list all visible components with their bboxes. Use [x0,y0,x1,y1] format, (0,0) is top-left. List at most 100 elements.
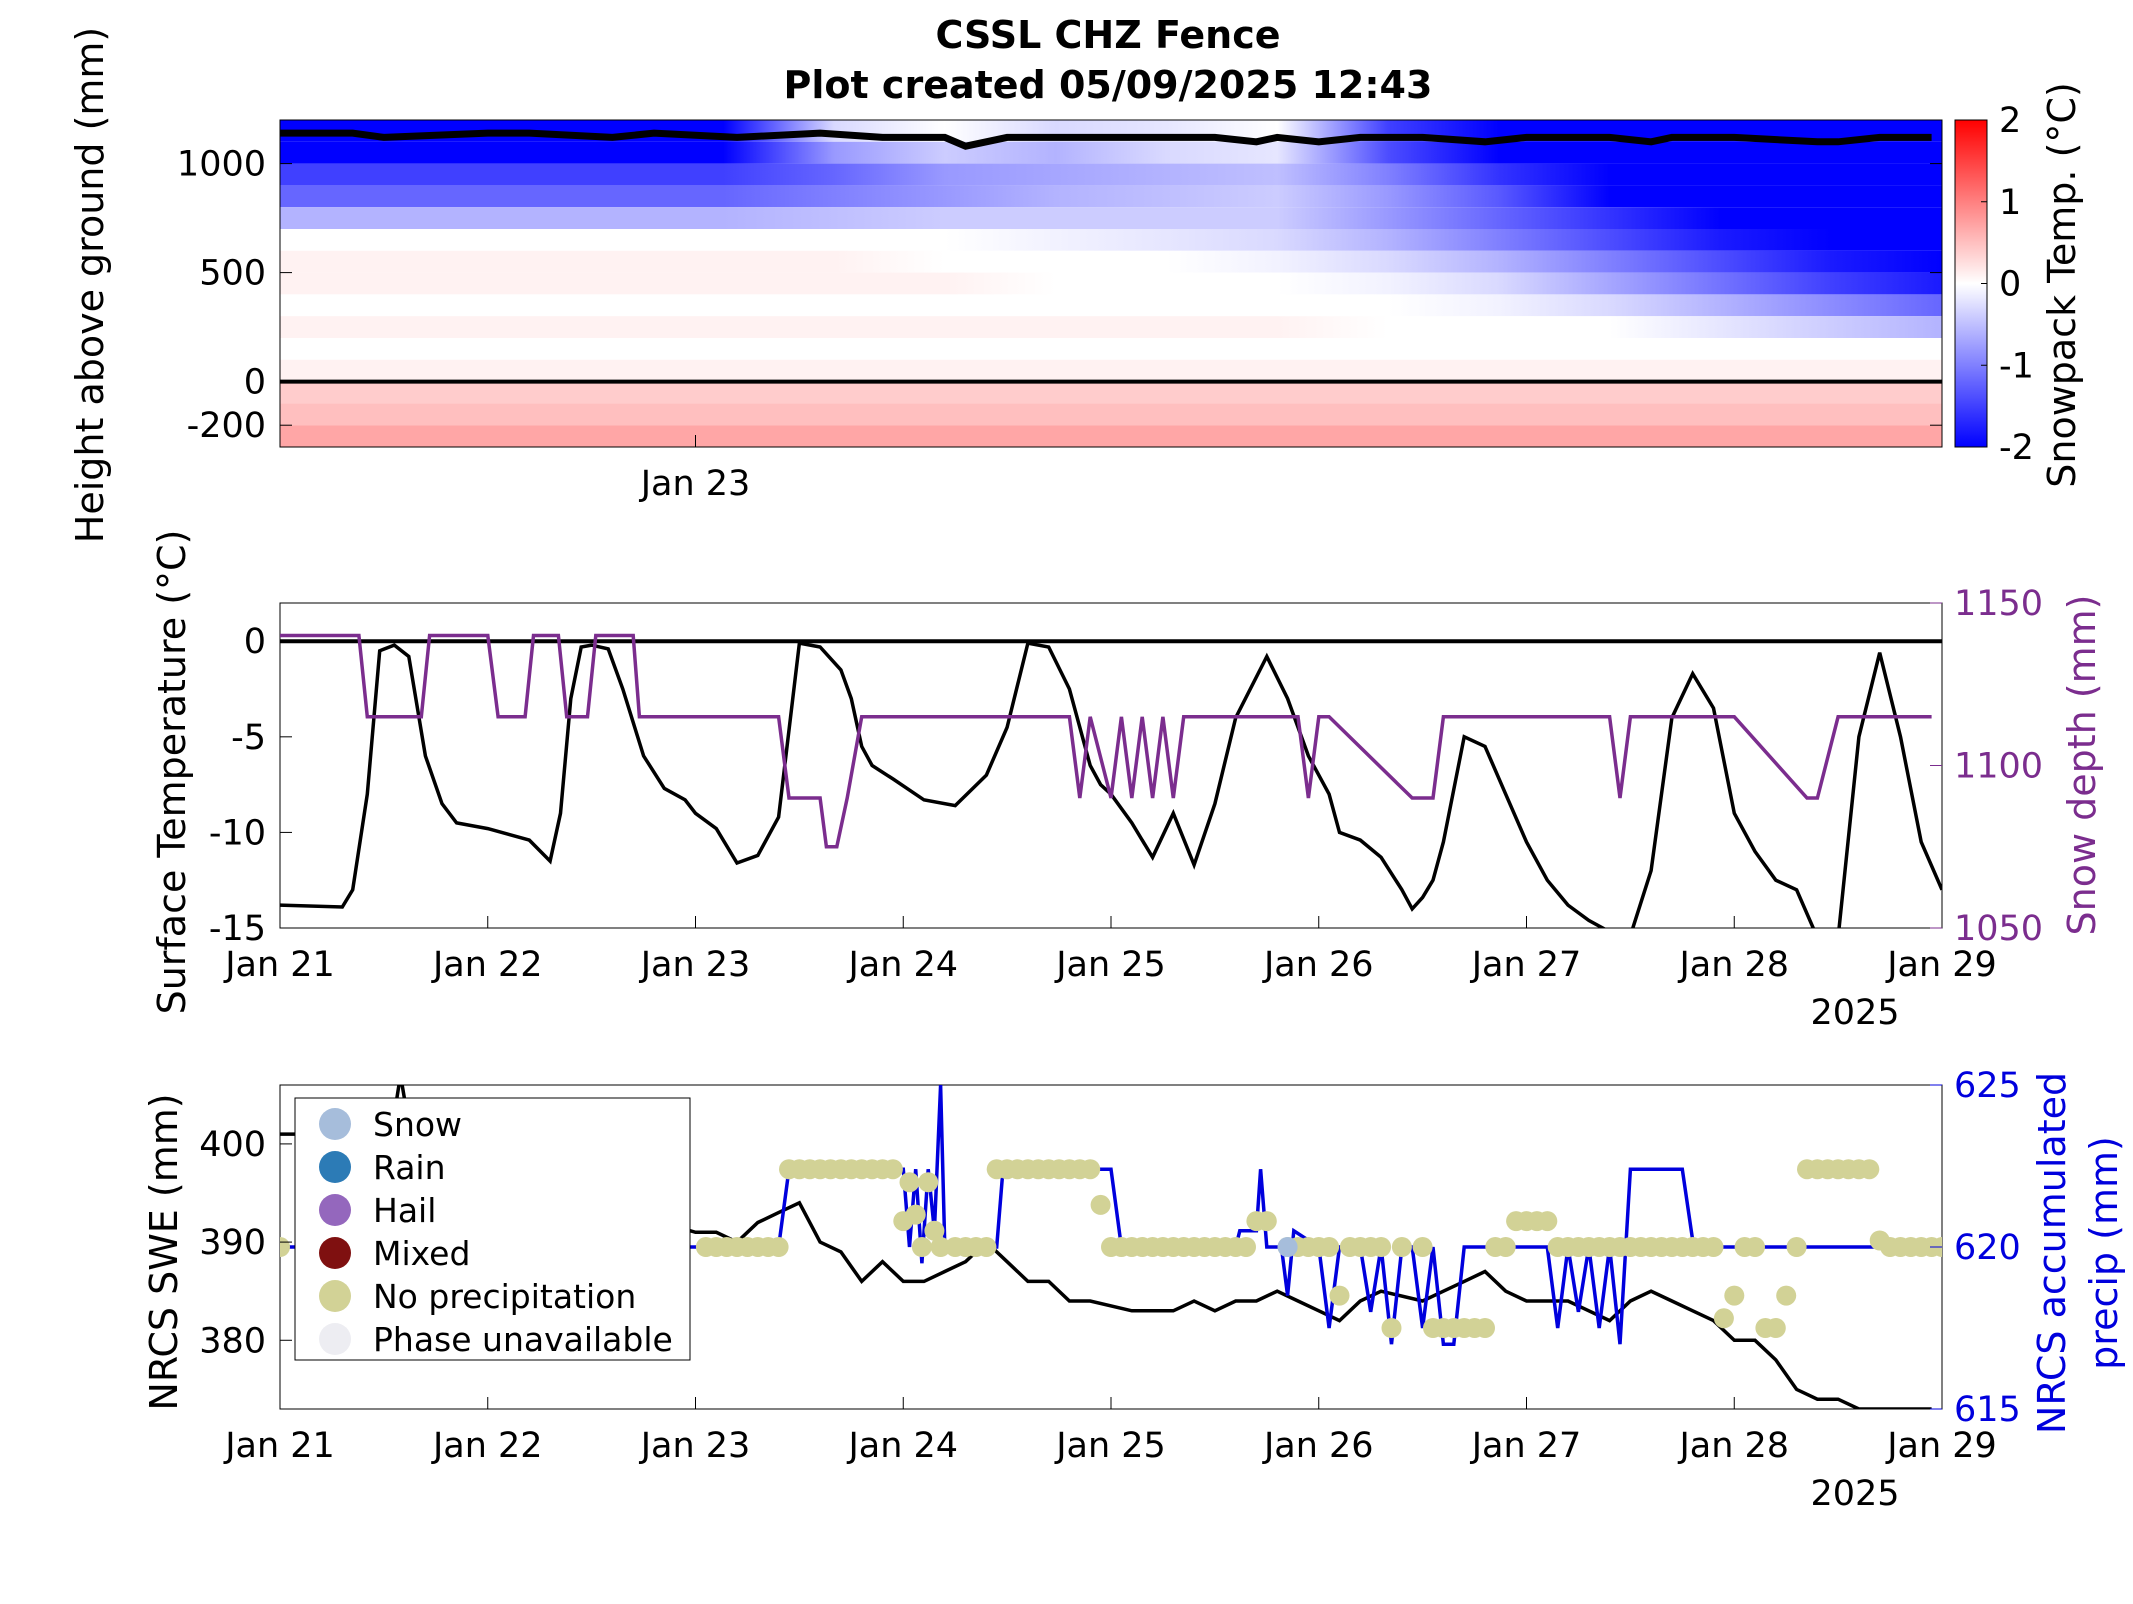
year-label-panel2: 2025 [1810,993,1899,1033]
heatmap-row [280,141,1942,164]
no-precip-dot [1765,1318,1786,1338]
panel2-y2tick-label: 1050 [1954,909,2043,949]
panel2-ytick-label: 0 [244,622,266,662]
legend-label: No precipitation [373,1277,636,1316]
no-precip-dot [905,1204,926,1225]
no-precip-dot [1371,1237,1392,1257]
heatmap-ytick-label: -200 [187,406,266,446]
heatmap-ytick-label: 0 [244,363,266,403]
no-precip-dot [918,1172,939,1193]
panel3-xtick-label: Jan 21 [223,1426,335,1466]
panel2-xtick-label: Jan 25 [1054,945,1166,985]
heatmap-row [280,403,1942,426]
heatmap-row [280,185,1942,208]
surface-temp-line [280,641,1942,928]
panel2-xtick-label: Jan 28 [1677,945,1789,985]
heatmap-row [280,316,1942,338]
panel2-xtick-label: Jan 22 [431,945,543,985]
no-precip-dot [1475,1318,1495,1338]
no-precip-dot [1412,1237,1433,1257]
year-label-panel3: 2025 [1810,1474,1899,1514]
heatmap-row [280,338,1942,360]
no-precip-dot [930,1237,951,1257]
no-precip-dot [1786,1237,1807,1257]
no-precip-dot [882,1159,903,1180]
no-precip-dot [911,1237,932,1257]
panel3-xtick-label: Jan 28 [1677,1426,1789,1466]
legend-label: Phase unavailable [373,1320,673,1359]
heatmap-frame [279,119,1943,448]
legend-label: Rain [373,1148,446,1187]
heatmap-row [280,425,1942,447]
legend-marker [319,1151,351,1183]
no-precip-dot [1080,1159,1101,1180]
legend: Snow Rain Hail Mixed No precipitation Phase u… [294,1097,691,1361]
panel2-y2tick-label: 1100 [1954,747,2043,787]
no-precip-dot [1256,1211,1277,1232]
panel3-y2tick-label: 615 [1954,1390,2021,1430]
no-precip-dot [1319,1237,1340,1257]
panel3-xtick-label: Jan 24 [846,1426,958,1466]
no-precip-dot [1859,1159,1880,1180]
panel2-y2tick-label: 1150 [1954,584,2043,624]
heatmap-row [280,381,1942,404]
no-precip-dot [1381,1318,1402,1338]
legend-marker [319,1323,351,1355]
legend-label: Snow [373,1105,462,1144]
no-precip-dot [1329,1285,1350,1306]
precip-ylabel-line2: precip (mm) [2082,1136,2126,1370]
no-precip-dot [1713,1308,1734,1329]
panel3-ytick-label: 400 [199,1125,266,1165]
panel3-xtick-label: Jan 22 [431,1426,543,1466]
heatmap-ytick-label: 500 [199,254,266,294]
surface-temp-ylabel: Surface Temperature (°C) [150,530,194,1015]
colorbar-tick-label: -2 [1999,428,2034,468]
panel2-xtick-label: Jan 24 [846,945,958,985]
heatmap-xtick-label: Jan 23 [639,464,751,504]
heatmap-row [280,359,1942,382]
legend-marker [319,1237,351,1269]
panel3-ytick-label: 380 [199,1321,266,1361]
colorbar-tick-label: 0 [1999,265,2021,305]
legend-marker [319,1280,351,1312]
heatmap-row [280,163,1942,186]
panel2-ytick-label: -10 [209,813,266,853]
panel2-xtick-label: Jan 23 [639,945,751,985]
panel2-frame [279,602,1943,929]
panel3-xtick-label: Jan 25 [1054,1426,1166,1466]
snow-depth-line [280,633,1932,849]
panel3-xtick-label: Jan 29 [1885,1426,1997,1466]
heatmap-row [280,229,1942,251]
colorbar-tick-label: -1 [1999,346,2034,386]
no-precip-dot [1537,1211,1558,1232]
legend-label: Mixed [373,1234,470,1273]
no-precip-dot [924,1220,945,1241]
panel3-y2tick-label: 620 [1954,1228,2021,1268]
heatmap-ytick-label: 1000 [177,145,266,185]
chart-title-line2: Plot created 05/09/2025 12:43 [784,63,1433,107]
chart-title-line1: CSSL CHZ Fence [935,13,1280,57]
panel3-y2tick-label: 625 [1954,1066,2021,1106]
no-precip-dot [768,1237,789,1257]
colorbar-tick-label: 1 [1999,183,2021,223]
panel2-xtick-label: Jan 29 [1885,945,1997,985]
panel3-xtick-label: Jan 27 [1470,1426,1582,1466]
snow-dot [1277,1237,1298,1257]
precip-ylabel-line1: NRCS accumulated [2030,1072,2074,1434]
panel2-ytick-label: -5 [231,718,266,758]
colorbar-label: Snowpack Temp. (°C) [2040,82,2084,488]
heatmap-ylabel: Height above ground (mm) [68,27,112,544]
panel3-ytick-label: 390 [199,1223,266,1263]
swe-ylabel: NRCS SWE (mm) [142,1093,186,1410]
no-precip-dot [1776,1285,1797,1306]
legend-label: Hail [373,1191,436,1230]
no-precip-dot [1724,1285,1745,1306]
legend-marker [319,1108,351,1140]
no-precip-dot [976,1237,997,1257]
panel2-xtick-label: Jan 26 [1262,945,1374,985]
legend-box [294,1097,691,1361]
heatmap-row [280,250,1942,273]
